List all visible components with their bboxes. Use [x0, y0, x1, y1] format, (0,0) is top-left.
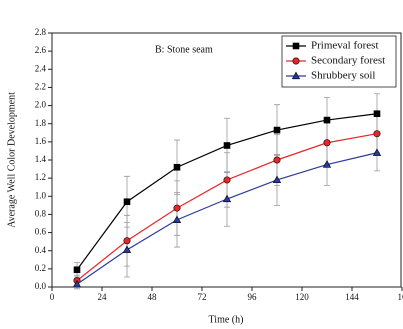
marker [273, 126, 281, 134]
marker [172, 215, 182, 223]
y-tick-label: 2.0 [35, 100, 47, 110]
x-tick-label: 48 [148, 292, 158, 302]
y-tick-label: 0.8 [35, 208, 47, 218]
marker [73, 266, 81, 274]
marker [222, 194, 232, 203]
legend-marker [292, 42, 300, 50]
marker [173, 163, 181, 171]
y-tick-label: 1.2 [35, 172, 46, 182]
legend-label: Secondary forest [311, 55, 385, 67]
marker [223, 142, 231, 149]
marker [322, 160, 332, 168]
y-tick-label: 2.4 [35, 63, 47, 73]
y-tick-label: 2.6 [35, 45, 47, 55]
marker [123, 198, 131, 206]
marker [173, 204, 181, 212]
legend-label: Primeval forest [311, 40, 379, 52]
y-tick-label: 1.0 [35, 190, 47, 200]
y-tick-label: 0.4 [35, 245, 47, 255]
x-tick-label: 72 [198, 292, 207, 302]
marker [122, 245, 132, 253]
marker [123, 237, 131, 245]
y-tick-label: 0.2 [35, 263, 46, 273]
legend-marker [292, 57, 300, 65]
marker [272, 175, 282, 184]
y-tick-label: 2.8 [35, 27, 47, 37]
x-axis-label: Time (h) [209, 314, 244, 325]
marker [273, 156, 281, 164]
marker [372, 148, 382, 156]
y-axis-label: Average Well Color Development [6, 92, 17, 228]
x-tick-label: 0 [50, 292, 55, 302]
legend-marker [291, 71, 301, 80]
legend-label: Shrubbery soil [311, 70, 375, 82]
x-tick-label: 144 [345, 292, 359, 302]
marker [223, 176, 231, 184]
y-tick-label: 1.4 [35, 154, 47, 164]
marker [323, 139, 331, 147]
marker [373, 130, 381, 138]
annotation: B: Stone seam [155, 44, 213, 55]
marker [323, 116, 331, 124]
x-tick-label: 16 [398, 292, 403, 302]
y-tick-label: 0.0 [35, 281, 47, 291]
y-tick-label: 0.6 [35, 227, 47, 237]
y-tick-label: 1.6 [35, 136, 47, 146]
x-tick-label: 96 [248, 292, 258, 302]
y-tick-label: 2.2 [35, 81, 46, 91]
y-tick-label: 1.8 [35, 118, 47, 128]
marker [72, 279, 82, 288]
marker [373, 110, 381, 118]
x-tick-label: 120 [295, 292, 309, 302]
x-tick-label: 24 [98, 292, 108, 302]
